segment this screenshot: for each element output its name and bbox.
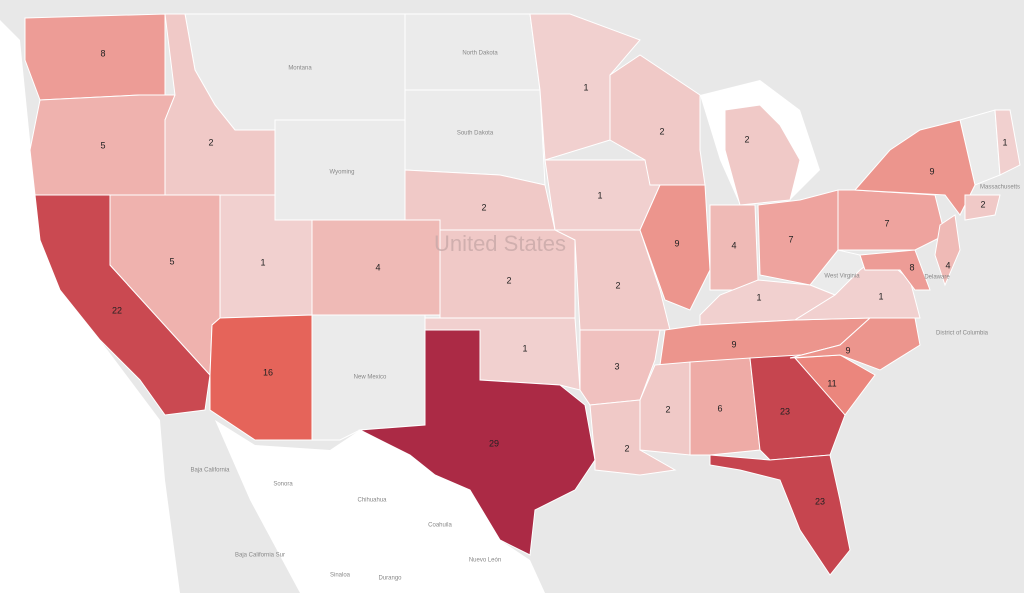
state <box>964 194 1001 221</box>
state-value: 22 <box>112 305 122 315</box>
place-label: Baja California <box>190 468 230 474</box>
state <box>724 104 801 206</box>
place-label: Chihuahua <box>357 498 387 504</box>
state-value: 1 <box>1002 137 1007 147</box>
state-value: 2 <box>659 126 664 136</box>
place-label: Nuevo León <box>469 558 501 564</box>
place-label: Sinaloa <box>330 573 351 579</box>
state-value: 4 <box>731 240 736 250</box>
state-value: 2 <box>481 202 486 212</box>
state-value: 7 <box>788 234 793 244</box>
state-value: 1 <box>878 291 883 301</box>
watermark: United States <box>434 231 566 256</box>
state-value: 1 <box>522 343 527 353</box>
place-label: Massachusetts <box>980 185 1020 191</box>
state-value: 2 <box>624 443 629 453</box>
state <box>793 254 921 321</box>
state-value: 23 <box>815 496 825 506</box>
place-label: Sonora <box>273 482 293 488</box>
state-value: 2 <box>980 199 985 209</box>
state <box>164 13 276 196</box>
state <box>24 13 166 101</box>
state-value: 1 <box>597 190 602 200</box>
place-label: Coahuila <box>428 523 452 529</box>
place-label: South Dakota <box>457 131 494 137</box>
state-value: 5 <box>100 140 105 150</box>
state-value: 2 <box>208 137 213 147</box>
state-value: 1 <box>260 257 265 267</box>
place-label: Durango <box>378 576 402 582</box>
place-label: New Mexico <box>354 375 387 381</box>
state <box>789 317 921 371</box>
state <box>209 314 313 441</box>
state <box>994 109 1021 176</box>
state <box>853 119 976 216</box>
state-value: 4 <box>375 262 380 272</box>
state-value: 6 <box>717 403 722 413</box>
state-value: 1 <box>583 82 588 92</box>
state <box>439 229 576 319</box>
place-label: Delaware <box>924 275 950 281</box>
state-value: 2 <box>615 280 620 290</box>
state-value: 9 <box>845 345 850 355</box>
state-value: 8 <box>909 262 914 272</box>
state-value: 9 <box>674 238 679 248</box>
state <box>639 361 691 456</box>
place-label: North Dakota <box>462 51 498 57</box>
state-value: 23 <box>780 406 790 416</box>
place-label: Wyoming <box>330 170 355 176</box>
state <box>709 454 851 576</box>
state <box>837 189 946 251</box>
state-value: 4 <box>945 260 950 270</box>
state <box>859 249 931 291</box>
state-value: 29 <box>489 438 499 448</box>
state-value: 9 <box>929 166 934 176</box>
regions <box>24 13 1021 576</box>
state-value: 2 <box>506 275 511 285</box>
state-value: 7 <box>884 218 889 228</box>
place-label: District of Columbia <box>936 331 989 337</box>
place-label: West Virginia <box>824 274 860 280</box>
state-value: 2 <box>744 134 749 144</box>
state <box>689 357 761 456</box>
state-value: 1 <box>756 292 761 302</box>
state-value: 3 <box>614 361 619 371</box>
state-value: 5 <box>169 256 174 266</box>
state-value: 2 <box>665 404 670 414</box>
state <box>639 184 711 311</box>
place-label: Baja California Sur <box>235 553 285 559</box>
state-value: 8 <box>100 48 105 58</box>
place-label: Montana <box>288 66 312 72</box>
state <box>934 214 961 287</box>
state-value: 16 <box>263 367 273 377</box>
state-value: 11 <box>827 378 836 388</box>
state-value: 9 <box>731 339 736 349</box>
state <box>358 329 596 556</box>
